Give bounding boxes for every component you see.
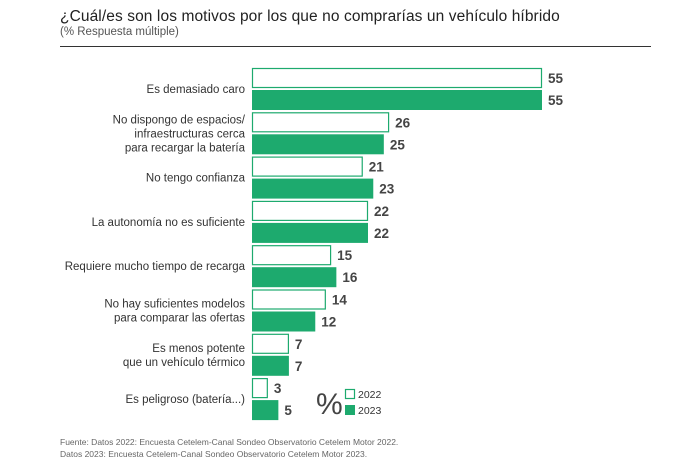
bar-2023: [252, 311, 316, 332]
value-label-2023: 5: [284, 403, 292, 418]
bar-2022: [251, 245, 332, 266]
value-label-2022: 7: [295, 337, 303, 352]
value-label-2022: 22: [374, 204, 389, 219]
category-label-line: para comparar las ofertas: [114, 313, 245, 325]
bar-2022: [251, 200, 369, 221]
value-label-2022: 15: [337, 248, 353, 263]
bar-2022: [251, 378, 268, 399]
category-label: Es menos potente que un vehículo térmico: [123, 343, 245, 369]
category-label-line: No dispongo de espacios/: [113, 114, 246, 126]
category-label-line: Es menos potente: [152, 343, 245, 355]
legend-swatch-2022: [344, 388, 356, 400]
bar-2023: [252, 267, 337, 288]
category-label: La autonomía no es suficiente: [92, 217, 245, 229]
title-divider: [60, 46, 651, 47]
bar-2023: [252, 222, 368, 243]
category-label-line: para recargar la batería: [125, 142, 246, 154]
source-note-2022: Fuente: Datos 2022: Encuesta Cetelem-Can…: [60, 437, 399, 447]
category-label: Es peligroso (batería...): [125, 394, 245, 406]
category-label: No hay suficientes modelos para comparar …: [104, 299, 245, 325]
bar-2022: [251, 112, 390, 133]
category-label-line: que un vehículo térmico: [123, 357, 245, 369]
category-label-line: infraestructuras cerca: [134, 128, 245, 140]
bar-2022: [251, 156, 363, 177]
value-label-2022: 21: [369, 160, 385, 175]
value-label-2022: 26: [395, 115, 411, 130]
category-label-line: La autonomía no es suficiente: [92, 217, 245, 229]
bar-2023: [252, 355, 289, 376]
legend-swatch-2023: [345, 405, 355, 415]
category-label: Es demasiado caro: [147, 84, 245, 96]
value-label-2023: 25: [390, 137, 406, 152]
category-label-line: Es demasiado caro: [147, 84, 245, 96]
bar-2023: [252, 90, 542, 110]
source-note-2023: Datos 2023: Encuesta Cetelem-Canal Sonde…: [60, 449, 368, 459]
category-label-line: No hay suficientes modelos: [104, 299, 245, 311]
bar-2022: [251, 333, 290, 354]
value-label-2022: 55: [548, 71, 564, 86]
category-label: Requiere mucho tiempo de recarga: [65, 261, 246, 273]
value-label-2023: 16: [342, 270, 358, 285]
category-label-line: Es peligroso (batería...): [125, 394, 245, 406]
bar-2022: [251, 289, 326, 310]
legend-label-2022: 2022: [358, 389, 382, 401]
category-label: No dispongo de espacios/infraestructuras…: [113, 114, 246, 154]
bar-2023: [252, 134, 384, 155]
value-label-2023: 7: [295, 359, 303, 374]
category-label: No tengo confianza: [146, 173, 246, 185]
bar-2023: [252, 400, 279, 421]
chart-subtitle: (% Respuesta múltiple): [60, 26, 179, 38]
chart-title: ¿Cuál/es son los motivos por los que no …: [60, 8, 560, 25]
legend-label-2023: 2023: [358, 405, 382, 417]
legend-percent-symbol: %: [316, 388, 343, 421]
value-label-2023: 55: [548, 93, 564, 108]
value-label-2022: 3: [274, 381, 282, 396]
value-label-2023: 22: [374, 226, 389, 241]
value-label-2023: 23: [379, 182, 395, 197]
value-label-2023: 12: [321, 315, 336, 330]
bar-2023: [252, 178, 374, 199]
category-label-line: Requiere mucho tiempo de recarga: [65, 261, 246, 273]
value-label-2022: 14: [332, 293, 348, 308]
bar-2022: [251, 67, 543, 89]
category-label-line: No tengo confianza: [146, 173, 246, 185]
